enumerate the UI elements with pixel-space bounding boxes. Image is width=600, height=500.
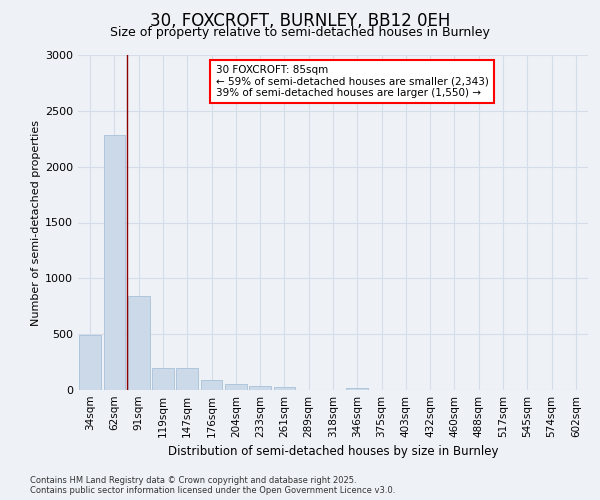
Bar [104, 136, 125, 390]
Text: Size of property relative to semi-detached houses in Burnley: Size of property relative to semi-detach… [110, 26, 490, 39]
Text: Contains HM Land Registry data © Crown copyright and database right 2025.
Contai: Contains HM Land Registry data © Crown c… [30, 476, 395, 495]
Bar [200, 380, 223, 390]
X-axis label: Distribution of semi-detached houses by size in Burnley: Distribution of semi-detached houses by … [168, 446, 498, 458]
Y-axis label: Number of semi-detached properties: Number of semi-detached properties [31, 120, 41, 326]
Text: 30 FOXCROFT: 85sqm
← 59% of semi-detached houses are smaller (2,343)
39% of semi: 30 FOXCROFT: 85sqm ← 59% of semi-detache… [216, 65, 488, 98]
Bar [128, 296, 149, 390]
Bar [152, 368, 174, 390]
Bar [249, 386, 271, 390]
Bar [274, 387, 295, 390]
Bar [346, 388, 368, 390]
Bar [176, 368, 198, 390]
Text: 30, FOXCROFT, BURNLEY, BB12 0EH: 30, FOXCROFT, BURNLEY, BB12 0EH [150, 12, 450, 30]
Bar [225, 384, 247, 390]
Bar [79, 336, 101, 390]
